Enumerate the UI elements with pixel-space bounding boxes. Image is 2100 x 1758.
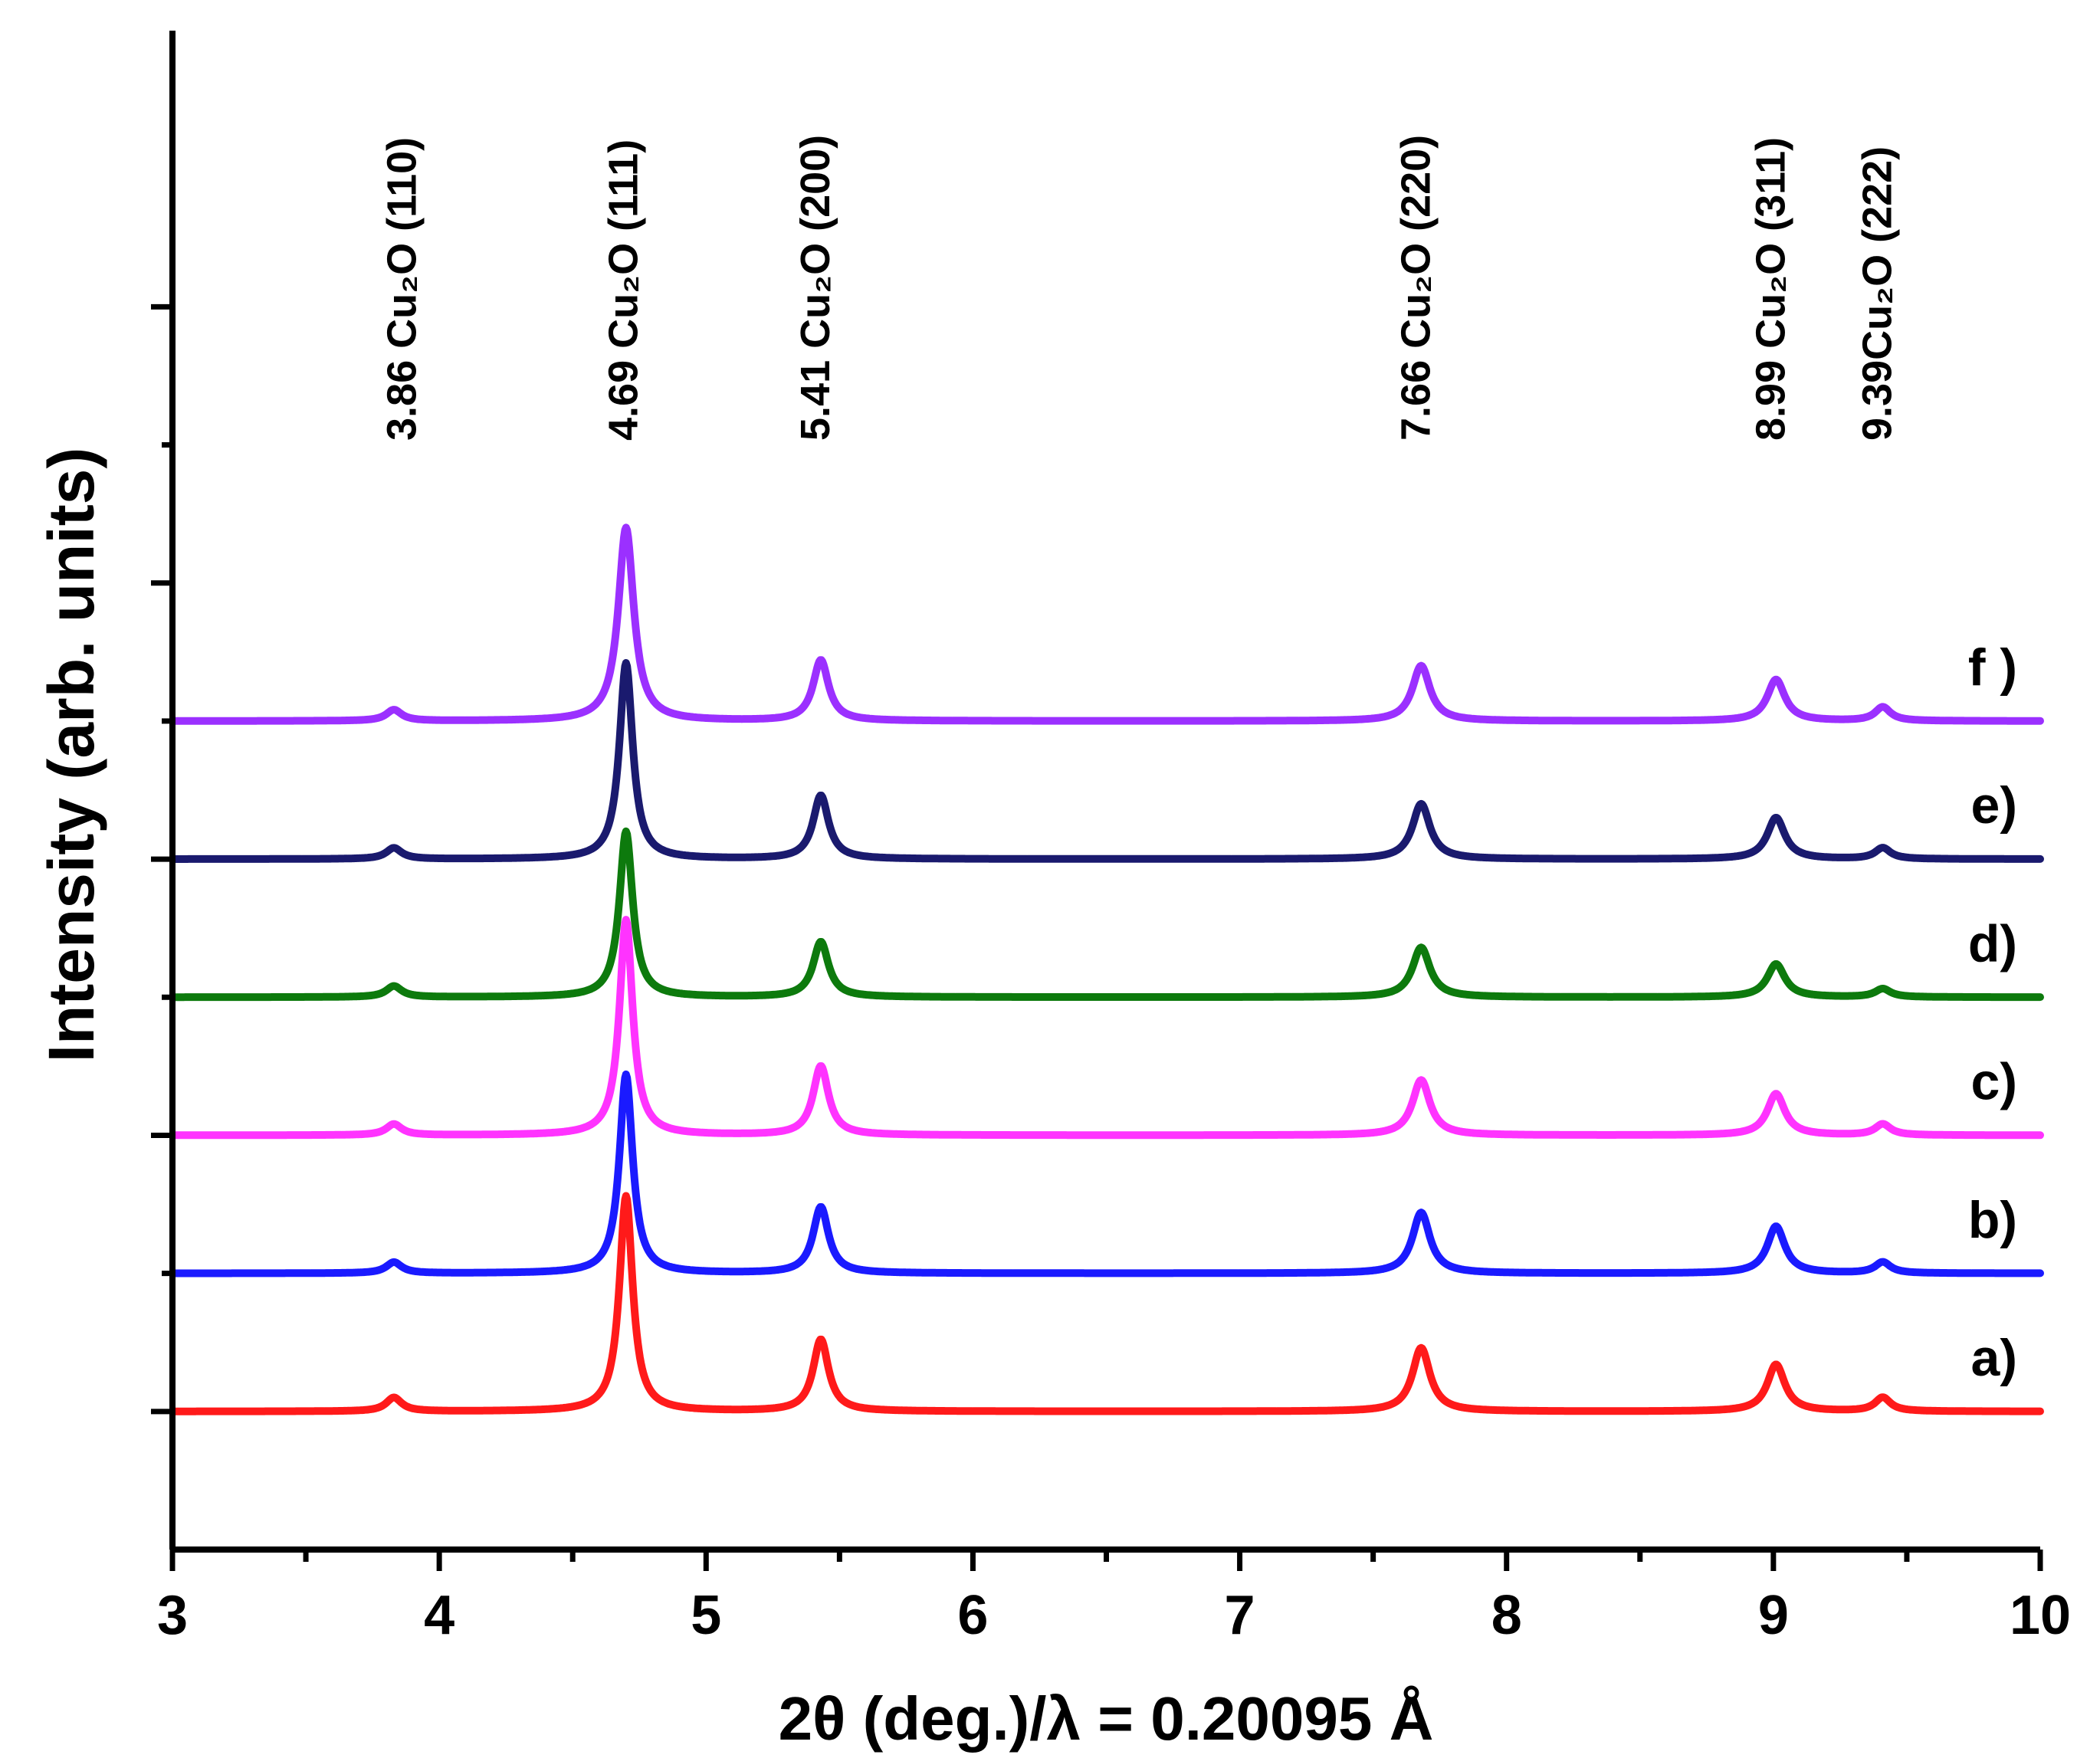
peak-annotation-3: 7.66 Cu₂O (220) <box>1393 135 1439 441</box>
y-axis-label: Intensity (arb. units) <box>35 448 107 1063</box>
peak-annotation-1: 4.69 Cu₂O (111) <box>600 139 646 441</box>
series-label-c: c) <box>1971 1053 2017 1111</box>
series-line-d <box>169 827 2044 1002</box>
series-line-e <box>169 659 2044 863</box>
annotation-layer: 3.86 Cu₂O (110) 4.69 Cu₂O (111) 5.41 Cu₂O … <box>379 135 1900 441</box>
x-tick-label-8: 8 <box>1491 1585 1522 1646</box>
series-label-f: f ) <box>1968 638 2017 697</box>
peak-annotation-5: 9.39Cu₂O (222) <box>1855 146 1901 441</box>
series-label-a: a) <box>1971 1329 2017 1387</box>
x-tick-label-6: 6 <box>957 1585 988 1646</box>
x-tick-label-4: 4 <box>424 1585 454 1646</box>
series-label-b: b) <box>1968 1191 2017 1249</box>
x-tick-label-10: 10 <box>2010 1585 2071 1646</box>
series-line-b <box>169 1070 2044 1278</box>
x-tick-label-9: 9 <box>1758 1585 1789 1646</box>
x-axis-label: 2θ (deg.)/λ = 0.20095 Å <box>779 1684 1434 1753</box>
series-label-e: e) <box>1971 776 2017 835</box>
peak-annotation-2: 5.41 Cu₂O (200) <box>792 135 838 441</box>
ticks-layer: 3 4 5 6 7 8 9 10 <box>151 303 2071 1646</box>
peak-annotation-0: 3.86 Cu₂O (110) <box>379 137 425 441</box>
series-layer: a) b) c) d) e) f ) <box>169 523 2044 1415</box>
x-tick-label-7: 7 <box>1225 1585 1255 1646</box>
series-line-c <box>169 916 2044 1140</box>
peak-annotation-4: 8.99 Cu₂O (311) <box>1747 137 1793 441</box>
x-tick-label-3: 3 <box>157 1585 188 1646</box>
series-label-d: d) <box>1968 914 2017 972</box>
x-tick-label-5: 5 <box>691 1585 721 1646</box>
series-line-f <box>169 523 2044 725</box>
series-line-a <box>169 1192 2044 1415</box>
